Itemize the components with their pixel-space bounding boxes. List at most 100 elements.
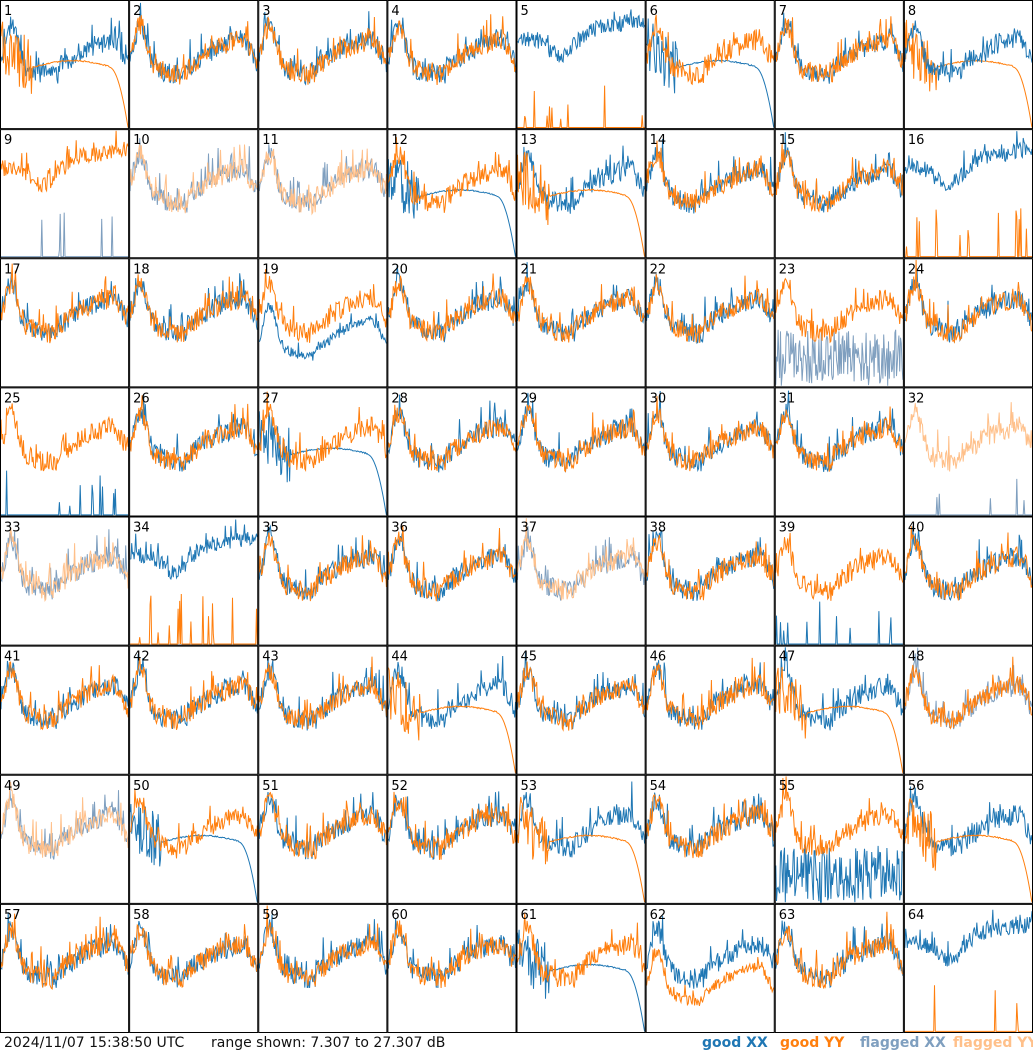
panel-border — [258, 258, 388, 388]
yy-series-18 — [129, 274, 258, 343]
panel-10: 10 — [129, 129, 259, 259]
yy-series-59 — [258, 905, 387, 987]
xx-series-50 — [129, 803, 258, 903]
legend-flagged-xx: flagged XX — [860, 1035, 946, 1051]
panel-label: 52 — [391, 779, 408, 794]
panel-label: 33 — [4, 521, 21, 536]
yy-series-11 — [259, 148, 387, 216]
panel-border — [387, 387, 517, 517]
yy-series-50 — [129, 789, 258, 859]
panel-label: 3 — [262, 4, 270, 19]
range-text: range shown: 7.307 to 27.307 dB — [211, 1035, 446, 1051]
yy-series-45 — [517, 661, 646, 732]
panel-28: 28 — [387, 387, 517, 517]
yy-series-52 — [387, 791, 516, 860]
panel-56: 56 — [903, 774, 1033, 904]
panel-64: 64 — [903, 903, 1033, 1033]
panel-label: 50 — [133, 779, 150, 794]
panel-border — [645, 0, 775, 130]
legend-good-yy: good YY — [780, 1035, 845, 1051]
panel-border — [645, 129, 775, 259]
panel-label: 59 — [262, 908, 279, 923]
panel-border — [387, 0, 517, 130]
xx-series-54 — [646, 792, 775, 857]
panel-border — [774, 0, 904, 130]
panel-32: 32 — [903, 387, 1033, 517]
panel-label: 39 — [779, 521, 796, 536]
panel-label: 17 — [4, 262, 21, 277]
yy-series-56 — [904, 797, 1033, 903]
panel-label: 22 — [650, 262, 667, 277]
xx-series-17 — [0, 273, 129, 342]
xx-series-43 — [258, 654, 387, 731]
panel-label: 9 — [4, 133, 12, 148]
panel-7: 7 — [774, 0, 904, 130]
yy-series-23 — [775, 277, 904, 344]
yy-series-28 — [387, 404, 516, 472]
panel-label: 10 — [133, 133, 150, 148]
yy-series-10 — [129, 144, 258, 214]
xx-series-8 — [904, 20, 1033, 83]
panel-14: 14 — [645, 129, 775, 259]
yy-series-34 — [130, 593, 258, 645]
panel-29: 29 — [516, 387, 646, 517]
panel-label: 5 — [521, 4, 529, 19]
panel-8: 8 — [903, 0, 1033, 130]
panel-border — [516, 516, 646, 646]
panel-border — [0, 387, 130, 517]
panel-35: 35 — [258, 516, 388, 646]
panel-label: 64 — [908, 908, 925, 923]
yy-series-55 — [775, 776, 904, 857]
yy-series-19 — [258, 269, 387, 343]
panel-label: 34 — [133, 521, 150, 536]
yy-series-51 — [258, 791, 387, 860]
panel-label: 42 — [133, 650, 150, 665]
timestamp: 2024/11/07 15:38:50 UTC — [4, 1035, 185, 1051]
panel-border — [129, 774, 259, 904]
xx-series-1 — [0, 16, 129, 84]
panel-border — [774, 258, 904, 388]
panel-38: 38 — [645, 516, 775, 646]
xx-series-18 — [129, 273, 258, 341]
panel-border — [645, 387, 775, 517]
legend-good-xx: good XX — [702, 1035, 768, 1051]
panel-label: 36 — [391, 521, 408, 536]
panel-border — [516, 258, 646, 388]
yy-series-44 — [387, 667, 516, 774]
panel-border — [903, 258, 1033, 388]
panel-50: 50 — [129, 774, 259, 904]
panel-border — [516, 903, 646, 1033]
panel-37: 37 — [516, 516, 646, 646]
yy-series-9 — [0, 130, 129, 193]
panel-border — [645, 903, 775, 1033]
yy-series-12 — [387, 137, 516, 213]
panel-label: 44 — [391, 650, 408, 665]
yy-series-29 — [517, 404, 646, 473]
panel-3: 3 — [258, 0, 388, 130]
panel-25: 25 — [0, 387, 130, 517]
xx-series-19 — [258, 302, 387, 361]
panel-1: 1 — [0, 0, 130, 130]
yy-series-31 — [775, 406, 904, 472]
panel-border — [903, 387, 1033, 517]
panel-border — [129, 645, 259, 775]
panel-label: 57 — [4, 908, 21, 923]
panel-40: 40 — [903, 516, 1033, 646]
panel-33: 33 — [0, 516, 130, 646]
panel-58: 58 — [129, 903, 259, 1033]
panel-label: 45 — [521, 650, 538, 665]
panel-label: 32 — [908, 391, 925, 406]
xx-series-12 — [387, 159, 516, 257]
panel-border — [516, 645, 646, 775]
xx-series-56 — [904, 786, 1033, 857]
panel-label: 60 — [391, 908, 408, 923]
yy-series-15 — [775, 144, 904, 213]
panel-label: 49 — [4, 779, 21, 794]
legend-flagged-yy: flagged YY — [953, 1035, 1033, 1051]
panel-23: 23 — [774, 258, 904, 388]
xx-series-25 — [1, 470, 129, 516]
panel-label: 58 — [133, 908, 150, 923]
panel-border — [129, 387, 259, 517]
panel-53: 53 — [516, 774, 646, 904]
yy-series-24 — [904, 259, 1033, 344]
